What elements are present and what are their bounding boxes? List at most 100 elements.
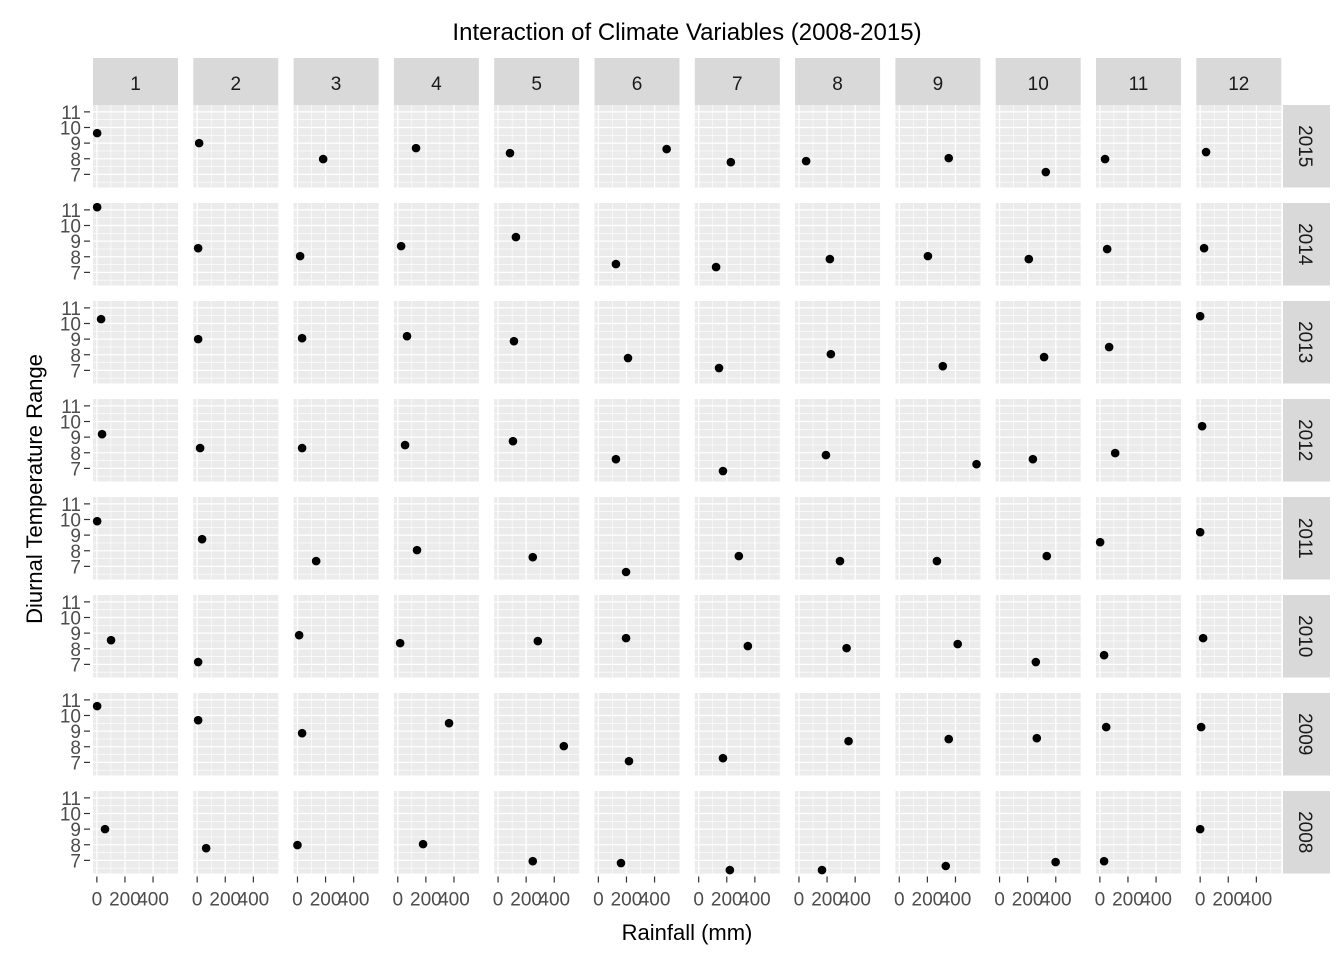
facet-panel: [1096, 791, 1181, 874]
facet-panel: [594, 693, 680, 776]
panel-background: [193, 301, 279, 384]
data-point: [743, 641, 753, 651]
x-tick-label: 0: [593, 890, 604, 911]
x-tick-label: 400: [438, 890, 470, 911]
data-point: [100, 824, 110, 834]
data-point: [96, 314, 106, 324]
x-tick-label: 200: [310, 890, 342, 911]
data-point: [411, 143, 421, 153]
row-strip-label: 2009: [1294, 713, 1315, 755]
y-tick-label: 10: [60, 511, 81, 532]
facet-panel: [93, 301, 178, 384]
data-point: [293, 840, 302, 850]
facet-panel: [995, 693, 1081, 776]
y-tick-label: 11: [61, 299, 81, 320]
facet-panel: [795, 497, 881, 580]
x-tick-label: 400: [739, 890, 771, 911]
y-tick-label: 8: [70, 444, 81, 465]
panel-background: [1096, 203, 1181, 286]
data-point: [1024, 254, 1034, 264]
x-tick-label: 0: [994, 890, 1005, 911]
column-strip: [895, 58, 981, 105]
x-tick-label: 0: [693, 890, 704, 911]
row-strip-label: 2014: [1294, 223, 1315, 266]
facet-panel: [92, 202, 178, 286]
facet-panel: [594, 399, 680, 482]
data-point: [294, 630, 304, 640]
data-point: [611, 259, 621, 269]
data-point: [297, 728, 307, 738]
panel-background: [795, 693, 881, 776]
column-strip: [93, 58, 178, 105]
panel-background: [393, 301, 479, 384]
panel-background: [494, 497, 580, 580]
panel-background: [494, 301, 580, 384]
facet-panel: [995, 791, 1081, 874]
data-point: [511, 232, 521, 242]
panel-background: [594, 399, 680, 482]
y-tick-label: 11: [61, 103, 81, 124]
facet-panel: [795, 301, 881, 384]
x-tick-label: 0: [292, 890, 303, 911]
facet-panel: [93, 399, 178, 482]
facet-panel: [1196, 203, 1282, 286]
data-point: [1199, 243, 1209, 253]
panel-background: [1196, 791, 1282, 874]
data-point: [938, 361, 948, 371]
data-point: [1110, 448, 1120, 458]
data-point: [1028, 454, 1038, 464]
panel-background: [293, 105, 379, 188]
x-tick-label: 400: [137, 890, 169, 911]
panel-background: [795, 105, 881, 188]
row-strip: [1283, 595, 1330, 678]
x-tick-label: 400: [1040, 890, 1072, 911]
panel-background: [694, 301, 780, 384]
facet-panel: [193, 105, 279, 188]
panel-background: [895, 595, 981, 678]
panel-background: [393, 595, 479, 678]
facet-panel: [1195, 497, 1282, 580]
y-tick-label: 10: [60, 707, 81, 728]
panel-background: [1096, 105, 1181, 188]
data-point: [444, 718, 454, 728]
panel-background: [1196, 693, 1282, 776]
y-tick-label: 9: [70, 820, 81, 841]
panel-background: [795, 791, 881, 874]
panel-background: [895, 203, 981, 286]
panel-background: [93, 497, 178, 580]
facet-panel: [92, 693, 178, 776]
panel-background: [995, 791, 1081, 874]
panel-background: [93, 301, 178, 384]
facet-panel: [193, 203, 279, 286]
panel-background: [995, 105, 1081, 188]
x-tick-label: 0: [192, 890, 203, 911]
panel-background: [193, 693, 279, 776]
facet-panel: [995, 105, 1081, 188]
facet-panel: [92, 497, 178, 580]
data-point: [714, 363, 724, 373]
panel-background: [293, 693, 379, 776]
facet-panel: [594, 791, 680, 874]
facet-panel: [694, 791, 780, 875]
panel-background: [995, 301, 1081, 384]
facet-panel: [995, 203, 1081, 286]
panel-background: [1096, 399, 1181, 482]
data-point: [923, 251, 933, 261]
data-point: [92, 128, 102, 138]
y-tick-label: 10: [60, 119, 81, 140]
data-point: [1031, 657, 1041, 667]
y-tick-label: 8: [70, 640, 81, 661]
data-point: [1095, 537, 1105, 547]
row-strip: [1283, 399, 1330, 482]
facet-panel: [92, 105, 178, 188]
facet-panel: [594, 497, 680, 580]
row-strip: [1283, 791, 1330, 874]
y-tick-label: 10: [60, 805, 81, 826]
y-tick-label: 9: [70, 722, 81, 743]
column-strip-label: 6: [632, 74, 643, 95]
x-tick-label: 200: [410, 890, 442, 911]
panel-background: [694, 105, 780, 188]
facet-panel: [1096, 693, 1181, 776]
panel-background: [895, 399, 981, 482]
